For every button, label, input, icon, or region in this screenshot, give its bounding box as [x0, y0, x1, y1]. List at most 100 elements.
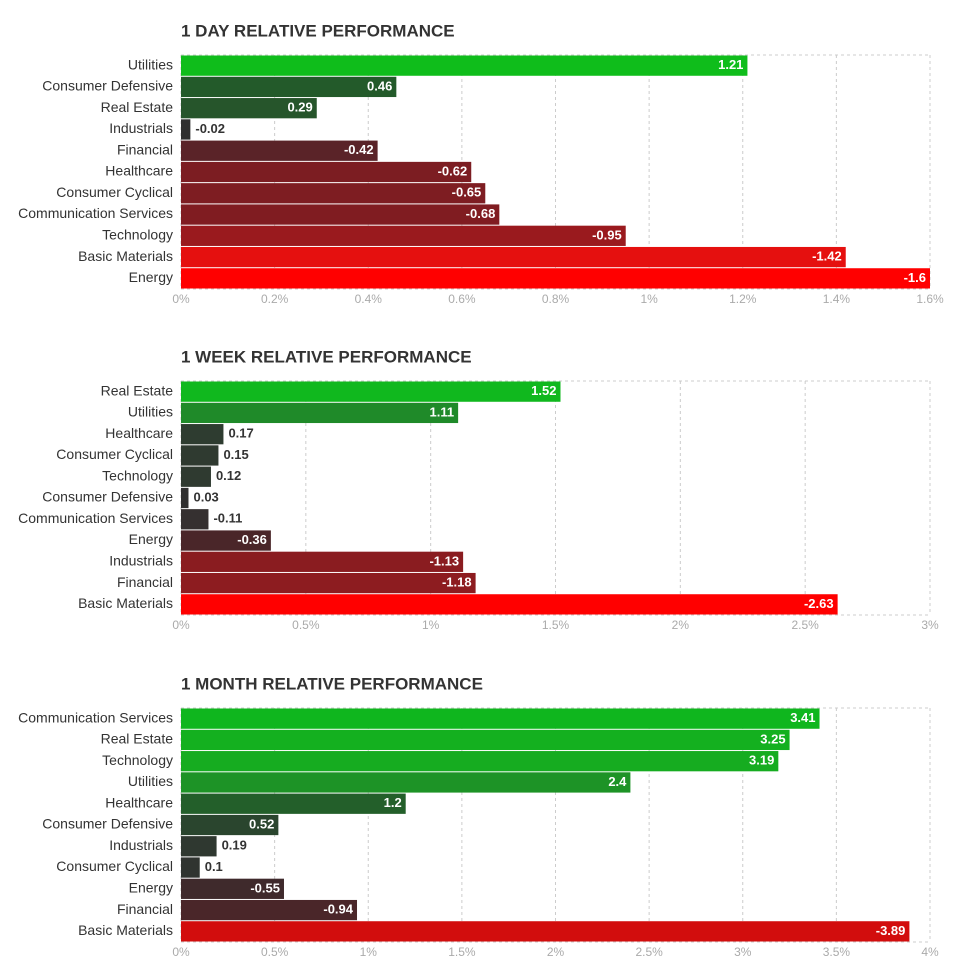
bar — [181, 487, 189, 509]
category-label: Technology — [102, 227, 173, 243]
x-tick-label: 1.5% — [542, 618, 570, 632]
x-tick-label: 0.5% — [261, 945, 289, 959]
chart-title: 1 DAY RELATIVE PERFORMANCE — [181, 21, 455, 40]
category-label: Utilities — [128, 773, 173, 789]
x-tick-label: 0% — [172, 292, 190, 306]
category-label: Technology — [102, 752, 173, 768]
category-label: Consumer Cyclical — [56, 446, 173, 462]
value-label: -0.36 — [237, 532, 267, 547]
category-label: Consumer Defensive — [42, 78, 173, 94]
value-label: -0.68 — [466, 206, 496, 221]
x-tick-label: 0.2% — [261, 292, 289, 306]
category-label: Communication Services — [18, 510, 173, 526]
x-tick-label: 0.6% — [448, 292, 476, 306]
bar — [181, 751, 779, 772]
value-label: 0.19 — [222, 838, 247, 853]
bar — [181, 246, 846, 268]
category-label: Financial — [117, 141, 173, 157]
value-label: 2.4 — [608, 774, 627, 789]
value-label: 0.52 — [249, 816, 274, 831]
bar — [181, 402, 459, 424]
value-label: -1.18 — [442, 575, 472, 590]
value-label: 1.21 — [718, 57, 743, 72]
category-label: Financial — [117, 901, 173, 917]
category-label: Industrials — [109, 553, 173, 569]
x-tick-label: 0.4% — [355, 292, 383, 306]
x-tick-label: 2.5% — [635, 945, 663, 959]
value-label: -0.65 — [452, 185, 482, 200]
value-label: 3.25 — [760, 731, 785, 746]
category-label: Consumer Cyclical — [56, 858, 173, 874]
value-label: -1.42 — [812, 249, 842, 264]
x-tick-label: 0% — [172, 945, 190, 959]
x-tick-label: 1.4% — [823, 292, 851, 306]
bar — [181, 772, 631, 793]
bar — [181, 268, 930, 289]
bar — [181, 98, 317, 119]
bar — [181, 530, 271, 551]
value-label: -0.02 — [195, 121, 225, 136]
x-tick-label: 2% — [547, 945, 565, 959]
category-label: Technology — [102, 467, 173, 483]
bar — [181, 793, 406, 814]
bar — [181, 424, 224, 445]
category-label: Energy — [129, 269, 173, 285]
x-tick-label: 2% — [672, 618, 690, 632]
category-label: Basic Materials — [78, 248, 173, 264]
category-label: Real Estate — [101, 731, 174, 747]
bar — [181, 119, 191, 140]
chart-title: 1 MONTH RELATIVE PERFORMANCE — [181, 674, 483, 693]
value-label: 0.29 — [287, 100, 312, 115]
bar — [181, 594, 838, 615]
value-label: 0.03 — [193, 489, 218, 504]
bar — [181, 509, 209, 530]
category-label: Utilities — [128, 404, 173, 420]
x-tick-label: 3% — [921, 618, 939, 632]
bar — [181, 381, 561, 402]
x-tick-label: 3% — [734, 945, 752, 959]
bar — [181, 445, 219, 466]
category-label: Communication Services — [18, 709, 173, 725]
value-label: 3.41 — [790, 710, 815, 725]
category-label: Utilities — [128, 56, 173, 72]
bar — [181, 572, 476, 594]
bar — [181, 225, 626, 246]
x-tick-label: 1% — [422, 618, 440, 632]
x-tick-label: 1.6% — [916, 292, 944, 306]
value-label: -0.95 — [592, 227, 622, 242]
value-label: -2.63 — [804, 596, 834, 611]
category-label: Healthcare — [105, 163, 173, 179]
x-tick-label: 0% — [172, 618, 190, 632]
value-label: 0.12 — [216, 468, 241, 483]
category-label: Real Estate — [101, 382, 174, 398]
value-label: -1.6 — [904, 270, 926, 285]
x-tick-label: 0.5% — [292, 618, 320, 632]
value-label: 0.17 — [228, 426, 253, 441]
bar — [181, 708, 820, 729]
bar — [181, 551, 464, 572]
category-label: Communication Services — [18, 205, 173, 221]
category-label: Financial — [117, 574, 173, 590]
value-label: 3.19 — [749, 753, 774, 768]
bar — [181, 204, 500, 225]
value-label: 0.15 — [223, 447, 248, 462]
value-label: -0.11 — [213, 511, 242, 526]
x-tick-label: 4% — [921, 945, 939, 959]
bar — [181, 55, 748, 76]
bar — [181, 140, 378, 161]
category-label: Industrials — [109, 120, 173, 136]
x-tick-label: 1.2% — [729, 292, 757, 306]
category-label: Real Estate — [101, 99, 174, 115]
bar — [181, 857, 200, 878]
chart-title: 1 WEEK RELATIVE PERFORMANCE — [181, 347, 472, 366]
bar — [181, 466, 211, 487]
bar — [181, 921, 910, 942]
x-tick-label: 1% — [360, 945, 378, 959]
value-label: 1.2 — [384, 795, 402, 810]
category-label: Healthcare — [105, 794, 173, 810]
category-label: Healthcare — [105, 425, 173, 441]
bar — [181, 878, 284, 899]
x-tick-label: 2.5% — [791, 618, 819, 632]
category-label: Energy — [129, 531, 173, 547]
